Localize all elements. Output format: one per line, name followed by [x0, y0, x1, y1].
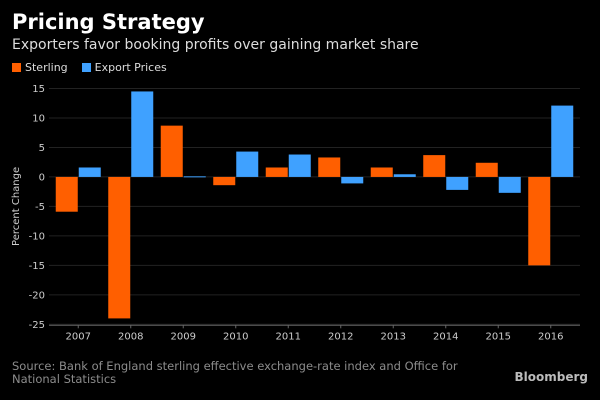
bar-sterling: [265, 167, 288, 177]
bar-sterling: [423, 155, 446, 177]
y-tick-label: -10: [29, 231, 45, 242]
bar-export-prices: [131, 91, 154, 177]
y-tick-label: -5: [35, 202, 45, 213]
x-tick-label: 2009: [171, 331, 196, 342]
x-tick-label: 2015: [486, 331, 511, 342]
legend-item-sterling: Sterling: [12, 61, 68, 74]
y-tick-label: 5: [39, 143, 45, 154]
x-tick-label: 2010: [223, 331, 248, 342]
y-tick-label: -15: [29, 261, 45, 272]
x-tick-label: 2016: [538, 331, 563, 342]
chart-subtitle: Exporters favor booking profits over gai…: [12, 37, 419, 53]
bloomberg-logo: Bloomberg: [514, 370, 589, 384]
y-tick-label: 15: [32, 84, 45, 95]
x-tick-label: 2007: [66, 331, 91, 342]
bar-export-prices: [551, 105, 574, 177]
y-tick-label: 10: [32, 113, 45, 124]
bar-export-prices: [393, 174, 416, 177]
y-axis-label: Percent Change: [11, 167, 22, 246]
bar-export-prices: [288, 154, 311, 177]
bar-export-prices: [498, 176, 521, 193]
legend-swatch-sterling: [12, 63, 21, 72]
bar-sterling: [213, 176, 236, 186]
y-tick-label: -20: [29, 290, 45, 301]
bar-export-prices: [78, 167, 101, 177]
bar-export-prices: [341, 176, 364, 184]
bar-sterling: [55, 176, 78, 212]
x-tick-label: 2008: [118, 331, 143, 342]
legend-swatch-export-prices: [81, 63, 91, 72]
x-tick-label: 2012: [328, 331, 353, 342]
bar-sterling: [108, 176, 131, 319]
legend-item-export-prices: Export Prices: [81, 61, 167, 74]
source-note: Source: Bank of England sterling effecti…: [12, 359, 458, 386]
bar-sterling: [475, 162, 498, 177]
x-tick-label: 2014: [433, 331, 458, 342]
chart-title: Pricing Strategy: [12, 10, 205, 34]
bar-sterling: [318, 157, 341, 177]
bar-export-prices: [236, 151, 259, 177]
legend-label: Sterling: [25, 61, 68, 74]
y-tick-label: -25: [29, 320, 45, 331]
bar-sterling: [370, 167, 393, 177]
y-tick-label: 0: [39, 172, 45, 183]
bar-sterling: [160, 125, 183, 177]
x-tick-label: 2013: [381, 331, 406, 342]
bar-export-prices: [183, 176, 206, 178]
legend: Sterling Export Prices: [12, 61, 167, 74]
legend-label: Export Prices: [94, 61, 167, 74]
x-tick-label: 2011: [276, 331, 301, 342]
bar-sterling: [528, 176, 551, 266]
bar-export-prices: [446, 176, 469, 190]
